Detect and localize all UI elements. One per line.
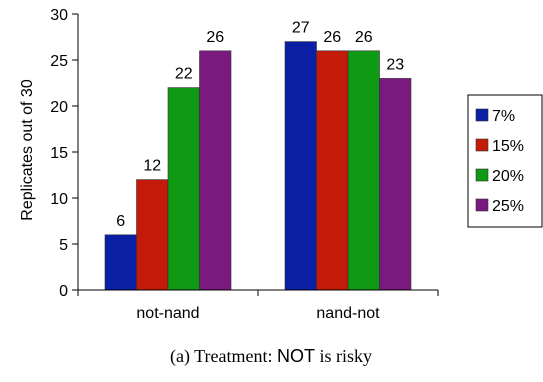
data-label: 26 [355,29,373,46]
legend-label: 7% [492,108,515,125]
bar-nand-not-15% [316,50,349,291]
y-tick-label: 0 [59,283,68,300]
caption-prefix: (a) Treatment: [170,346,277,367]
legend-label: 15% [492,138,524,155]
data-label: 12 [143,158,161,175]
y-tick-label: 30 [50,7,68,24]
bar-nand-not-7% [284,41,317,291]
caption-suffix: is risky [315,346,372,366]
y-axis-label: Replicates out of 30 [19,79,36,221]
data-label: 26 [206,29,224,46]
data-label: 6 [116,213,125,230]
y-axis: 0 5 10 15 20 25 30 [50,7,79,300]
bars-group [104,41,412,291]
y-tick-label: 10 [50,191,68,208]
bar-not-nand-20% [167,87,200,291]
legend-label: 20% [492,168,524,185]
legend-label: 25% [492,198,524,215]
data-label: 26 [323,29,341,46]
x-tick-label-not-nand: not-nand [136,305,199,322]
bar-not-nand-7% [104,234,137,291]
bar-nand-not-25% [379,78,412,291]
x-tick-label-nand-not: nand-not [316,305,380,322]
data-label: 27 [292,20,310,37]
legend-swatch [475,108,489,122]
bar-not-nand-25% [199,50,232,291]
legend-swatch [475,138,489,152]
legend-swatch [475,198,489,212]
figure-caption: (a) Treatment: NOT is risky [170,346,372,367]
x-axis: not-nand nand-not [77,289,439,322]
legend-swatch [475,168,489,182]
y-tick-label: 5 [59,237,68,254]
bar-nand-not-20% [347,50,380,291]
caption-keyword: NOT [277,346,315,366]
y-tick-label: 15 [50,145,68,162]
y-tick-label: 20 [50,99,68,116]
y-tick-label: 25 [50,53,68,70]
data-label: 22 [175,66,193,83]
bar-not-nand-15% [136,179,169,291]
data-label: 23 [386,56,404,73]
data-labels-group: 6 12 22 26 27 26 26 23 [116,20,404,230]
legend: 7% 15% 20% 25% [467,94,543,228]
